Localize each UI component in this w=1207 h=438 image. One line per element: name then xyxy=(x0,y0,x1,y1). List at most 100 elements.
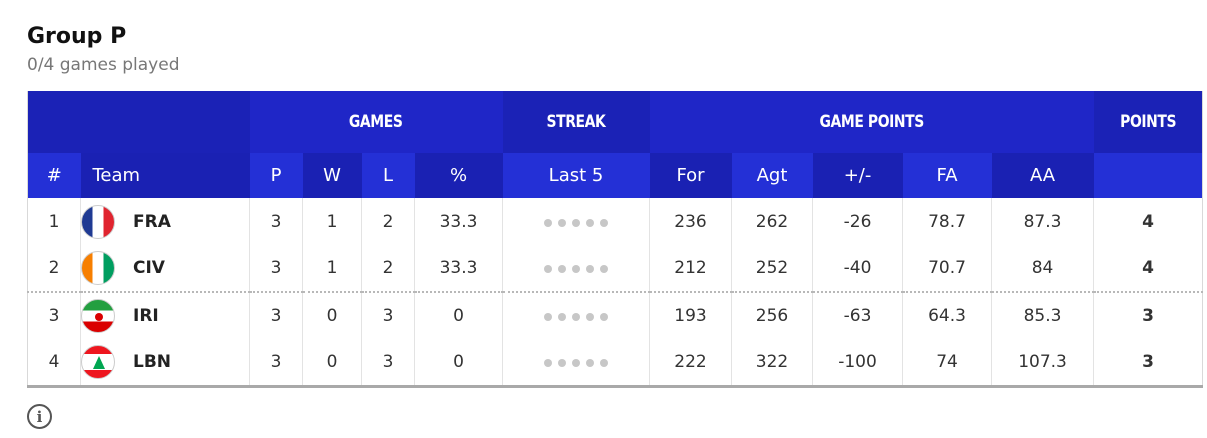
col-rank[interactable]: # xyxy=(27,153,81,198)
team-code[interactable]: LBN xyxy=(133,351,172,372)
col-points-diff[interactable]: +/- xyxy=(812,153,903,198)
col-lost[interactable]: L xyxy=(361,153,415,198)
streak-group-header: STREAK xyxy=(502,91,650,153)
team-code[interactable]: IRI xyxy=(133,306,159,326)
rank-cell: 1 xyxy=(27,198,81,245)
games-group-header: GAMES xyxy=(249,91,503,153)
points-diff-cell: -63 xyxy=(812,291,904,339)
points-for-cell: 222 xyxy=(649,339,733,388)
against-avg-cell: 84 xyxy=(991,245,1095,292)
won-cell: 1 xyxy=(302,198,362,245)
points-cell: 3 xyxy=(1093,291,1203,339)
points-for-cell: 236 xyxy=(649,198,733,245)
streak-dot-icon xyxy=(600,313,609,321)
team-code[interactable]: CIV xyxy=(133,258,165,278)
points-diff-cell: -26 xyxy=(812,198,904,245)
team-code[interactable]: FRA xyxy=(133,211,171,232)
streak-dot-icon xyxy=(544,358,553,367)
col-last5: Last 5 xyxy=(502,153,650,198)
table-row[interactable]: 2 CIV 3 1 2 33.3 212 252 -40 70.7 84 4 xyxy=(27,245,1203,292)
points-against-cell: 256 xyxy=(731,291,814,339)
lost-cell: 2 xyxy=(361,198,415,245)
col-team[interactable]: Team xyxy=(80,153,250,198)
info-circle-icon[interactable]: i xyxy=(27,404,52,429)
played-cell: 3 xyxy=(249,245,303,292)
col-points-against[interactable]: Agt xyxy=(731,153,813,198)
streak-dot-icon xyxy=(600,358,609,367)
points-against-cell: 322 xyxy=(731,339,814,388)
rank-cell: 3 xyxy=(27,291,81,339)
streak-dot-icon xyxy=(586,358,595,367)
col-against-avg[interactable]: AA xyxy=(991,153,1094,198)
streak-dot-icon xyxy=(558,358,567,367)
points-group-header[interactable]: POINTS xyxy=(1093,91,1203,153)
points-against-cell: 262 xyxy=(731,198,814,245)
col-points-for[interactable]: For xyxy=(649,153,732,198)
streak-dot-icon xyxy=(544,265,553,273)
for-avg-cell: 64.3 xyxy=(902,291,993,339)
points-diff-cell: -100 xyxy=(812,339,904,388)
streak-dots xyxy=(544,218,609,227)
col-for-avg[interactable]: FA xyxy=(902,153,992,198)
col-points xyxy=(1093,153,1203,198)
table-row[interactable]: 3 IRI 3 0 3 0 193 256 -63 64.3 85.3 3 xyxy=(27,291,1203,339)
streak-dot-icon xyxy=(572,313,581,321)
streak-dot-icon xyxy=(572,218,581,227)
rank-cell: 4 xyxy=(27,339,81,388)
against-avg-cell: 87.3 xyxy=(991,198,1095,245)
streak-dot-icon xyxy=(544,218,553,227)
game-points-group-header: GAME POINTS xyxy=(649,91,1094,153)
against-avg-cell: 85.3 xyxy=(991,291,1095,339)
win-pct-cell: 0 xyxy=(414,291,504,339)
lebanon-flag-icon xyxy=(81,344,115,379)
table-row[interactable]: 4 LBN 3 0 3 0 222 322 -100 74 107.3 3 xyxy=(27,339,1203,388)
col-played[interactable]: P xyxy=(249,153,303,198)
streak-dot-icon xyxy=(558,218,567,227)
points-cell: 3 xyxy=(1093,339,1203,388)
streak-dot-icon xyxy=(586,265,595,273)
team-cell[interactable]: FRA xyxy=(80,198,250,245)
streak-dot-icon xyxy=(558,265,567,273)
rank-cell: 2 xyxy=(27,245,81,292)
streak-dot-icon xyxy=(600,265,609,273)
col-won[interactable]: W xyxy=(302,153,362,198)
for-avg-cell: 78.7 xyxy=(902,198,993,245)
streak-dot-icon xyxy=(586,313,595,321)
streak-cell xyxy=(502,245,651,292)
team-cell[interactable]: IRI xyxy=(80,291,250,339)
streak-dot-icon xyxy=(600,218,609,227)
points-diff-cell: -40 xyxy=(812,245,904,292)
lost-cell: 3 xyxy=(361,339,415,388)
iran-flag-icon xyxy=(81,299,115,333)
column-header-row: # Team P W L % Last 5 For Agt +/- FA AA xyxy=(27,153,1203,198)
team-cell[interactable]: CIV xyxy=(80,245,250,292)
table-row[interactable]: 1 FRA 3 1 2 33.3 236 262 -26 78.7 87.3 4 xyxy=(27,198,1203,245)
for-avg-cell: 74 xyxy=(902,339,993,388)
won-cell: 0 xyxy=(302,291,362,339)
won-cell: 1 xyxy=(302,245,362,292)
lost-cell: 3 xyxy=(361,291,415,339)
streak-dot-icon xyxy=(586,218,595,227)
lost-cell: 2 xyxy=(361,245,415,292)
win-pct-cell: 33.3 xyxy=(414,198,504,245)
for-avg-cell: 70.7 xyxy=(902,245,993,292)
points-for-cell: 212 xyxy=(649,245,733,292)
team-cell[interactable]: LBN xyxy=(80,339,250,388)
won-cell: 0 xyxy=(302,339,362,388)
win-pct-cell: 33.3 xyxy=(414,245,504,292)
points-for-cell: 193 xyxy=(649,291,733,339)
played-cell: 3 xyxy=(249,339,303,388)
against-avg-cell: 107.3 xyxy=(991,339,1095,388)
blank-group-header xyxy=(27,91,250,153)
streak-dot-icon xyxy=(572,358,581,367)
streak-cell xyxy=(502,198,651,245)
games-played-status: 0/4 games played xyxy=(27,55,180,75)
streak-dot-icon xyxy=(544,313,553,321)
played-cell: 3 xyxy=(249,291,303,339)
points-cell: 4 xyxy=(1142,211,1154,232)
played-cell: 3 xyxy=(249,198,303,245)
group-header-row: GAMES STREAK GAME POINTS POINTS xyxy=(27,91,1203,153)
streak-dots xyxy=(544,313,609,321)
col-win-pct[interactable]: % xyxy=(414,153,503,198)
standings-table: GAMES STREAK GAME POINTS POINTS # Team P… xyxy=(27,91,1204,388)
